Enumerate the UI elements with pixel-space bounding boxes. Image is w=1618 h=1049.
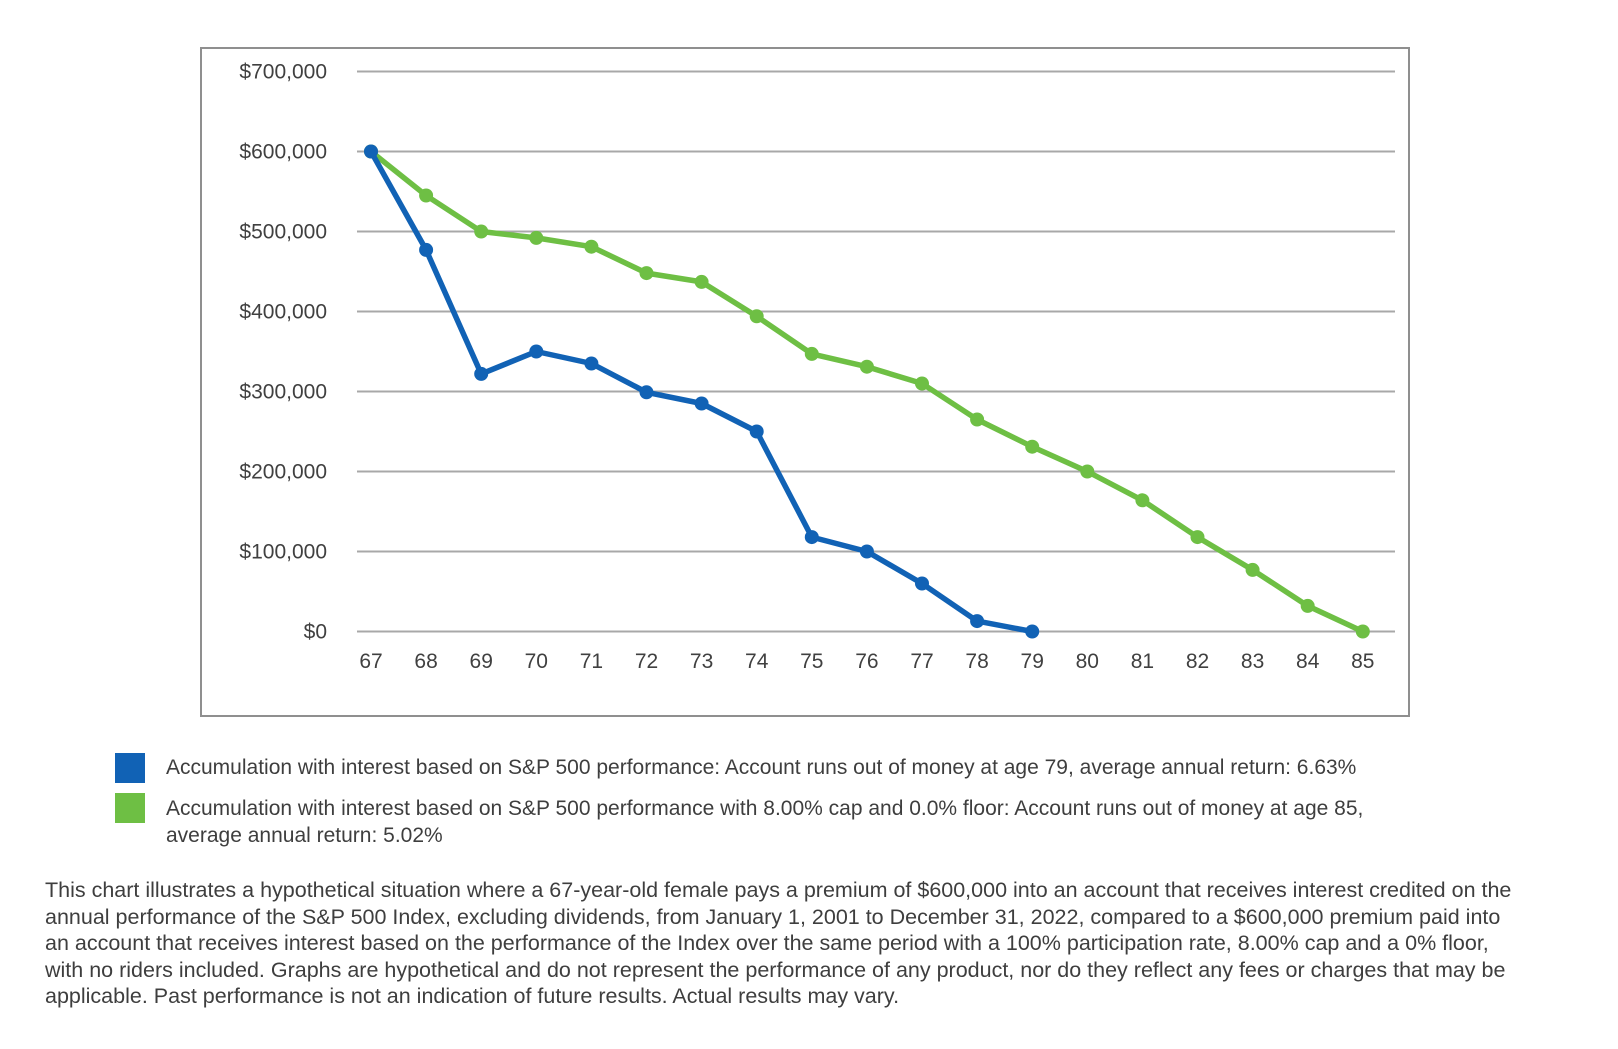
accumulation-line-chart: $0 $100,000 $200,000 $300,000 $400,000 $500,0… xyxy=(200,47,1410,717)
x-axis-tick-label: 69 xyxy=(470,650,493,673)
x-axis-tick-label: 73 xyxy=(690,650,713,673)
y-axis-tick-label: $200,000 xyxy=(239,460,327,483)
x-axis-tick-label: 75 xyxy=(800,650,823,673)
legend-label-sp500-cap-floor: Accumulation with interest based on S&P … xyxy=(166,795,1363,849)
footnote-line: with no riders included. Graphs are hypo… xyxy=(45,957,1506,982)
y-axis-tick-label: $100,000 xyxy=(239,541,327,564)
footnote-line: an account that receives interest based … xyxy=(45,931,1489,956)
y-axis-tick-label: $600,000 xyxy=(239,140,327,163)
data-point-marker-sp500-cap-floor xyxy=(1355,624,1370,639)
data-point-marker-sp500 xyxy=(419,242,434,257)
legend-label-line: average annual return: 5.02% xyxy=(166,824,443,847)
data-point-marker-sp500 xyxy=(1025,624,1040,639)
y-axis-tick-label: $700,000 xyxy=(239,60,327,83)
x-axis-tick-label: 81 xyxy=(1131,650,1154,673)
x-axis-tick-label: 72 xyxy=(635,650,658,673)
y-axis-tick-label: $300,000 xyxy=(239,380,327,403)
footnote-line: applicable. Past performance is not an i… xyxy=(45,984,900,1009)
y-axis-tick-label: $0 xyxy=(304,621,327,644)
data-point-marker-sp500-cap-floor xyxy=(1080,464,1095,479)
legend-label-sp500: Accumulation with interest based on S&P … xyxy=(166,753,1356,783)
data-point-marker-sp500-cap-floor xyxy=(419,188,434,203)
data-point-marker-sp500-cap-floor xyxy=(529,230,544,245)
data-point-marker-sp500 xyxy=(639,385,654,400)
data-point-marker-sp500-cap-floor xyxy=(1245,562,1260,577)
data-point-marker-sp500 xyxy=(915,576,929,591)
data-point-marker-sp500 xyxy=(474,366,489,381)
data-point-marker-sp500-cap-floor xyxy=(1135,493,1150,508)
x-axis-tick-label: 85 xyxy=(1351,650,1374,673)
data-point-marker-sp500 xyxy=(364,144,378,159)
data-point-marker-sp500-cap-floor xyxy=(1190,530,1205,545)
data-point-marker-sp500 xyxy=(749,424,764,439)
data-point-marker-sp500 xyxy=(804,530,819,545)
chart-border xyxy=(200,47,1410,717)
x-axis-tick-label: 84 xyxy=(1296,650,1320,673)
x-axis-tick-label: 79 xyxy=(1021,650,1044,673)
x-axis-tick-label: 76 xyxy=(855,650,878,673)
data-point-marker-sp500-cap-floor xyxy=(1025,439,1040,454)
disclosure-footnote: This chart illustrates a hypothetical si… xyxy=(45,877,1511,1010)
y-axis-tick-label: $500,000 xyxy=(239,220,327,243)
data-point-marker-sp500 xyxy=(970,614,985,629)
data-point-marker-sp500-cap-floor xyxy=(1300,598,1315,613)
data-point-marker-sp500-cap-floor xyxy=(749,309,764,324)
data-point-marker-sp500-cap-floor xyxy=(694,274,709,289)
data-point-marker-sp500-cap-floor xyxy=(970,412,985,427)
legend-label-line: Accumulation with interest based on S&P … xyxy=(166,756,1357,779)
x-axis-tick-label: 70 xyxy=(525,650,548,673)
data-point-marker-sp500 xyxy=(529,344,544,359)
data-point-marker-sp500-cap-floor xyxy=(639,266,654,281)
data-point-marker-sp500-cap-floor xyxy=(915,376,929,391)
x-axis-tick-label: 82 xyxy=(1186,650,1209,673)
footnote-line: This chart illustrates a hypothetical si… xyxy=(45,878,1512,902)
x-axis-tick-label: 71 xyxy=(580,650,603,673)
data-point-marker-sp500-cap-floor xyxy=(804,346,819,361)
x-axis-tick-label: 80 xyxy=(1076,650,1099,673)
legend-swatch-sp500-cap-floor xyxy=(115,793,145,823)
x-axis-tick-label: 67 xyxy=(359,650,382,673)
x-axis-tick-label: 74 xyxy=(745,650,769,673)
legend-swatch-sp500 xyxy=(115,753,145,783)
y-axis-tick-label: $400,000 xyxy=(239,300,327,323)
x-axis-tick-label: 68 xyxy=(414,650,437,673)
x-axis-tick-label: 83 xyxy=(1241,650,1264,673)
x-axis-tick-label: 77 xyxy=(910,650,933,673)
data-point-marker-sp500 xyxy=(859,544,874,559)
footnote-line: annual performance of the S&P 500 Index,… xyxy=(45,904,1501,929)
data-point-marker-sp500-cap-floor xyxy=(474,224,489,239)
x-axis-tick-label: 78 xyxy=(965,650,988,673)
data-point-marker-sp500 xyxy=(694,396,709,411)
legend-label-line: Accumulation with interest based on S&P … xyxy=(166,797,1364,820)
data-point-marker-sp500-cap-floor xyxy=(584,239,599,254)
data-point-marker-sp500-cap-floor xyxy=(859,359,874,374)
data-point-marker-sp500 xyxy=(584,356,599,371)
